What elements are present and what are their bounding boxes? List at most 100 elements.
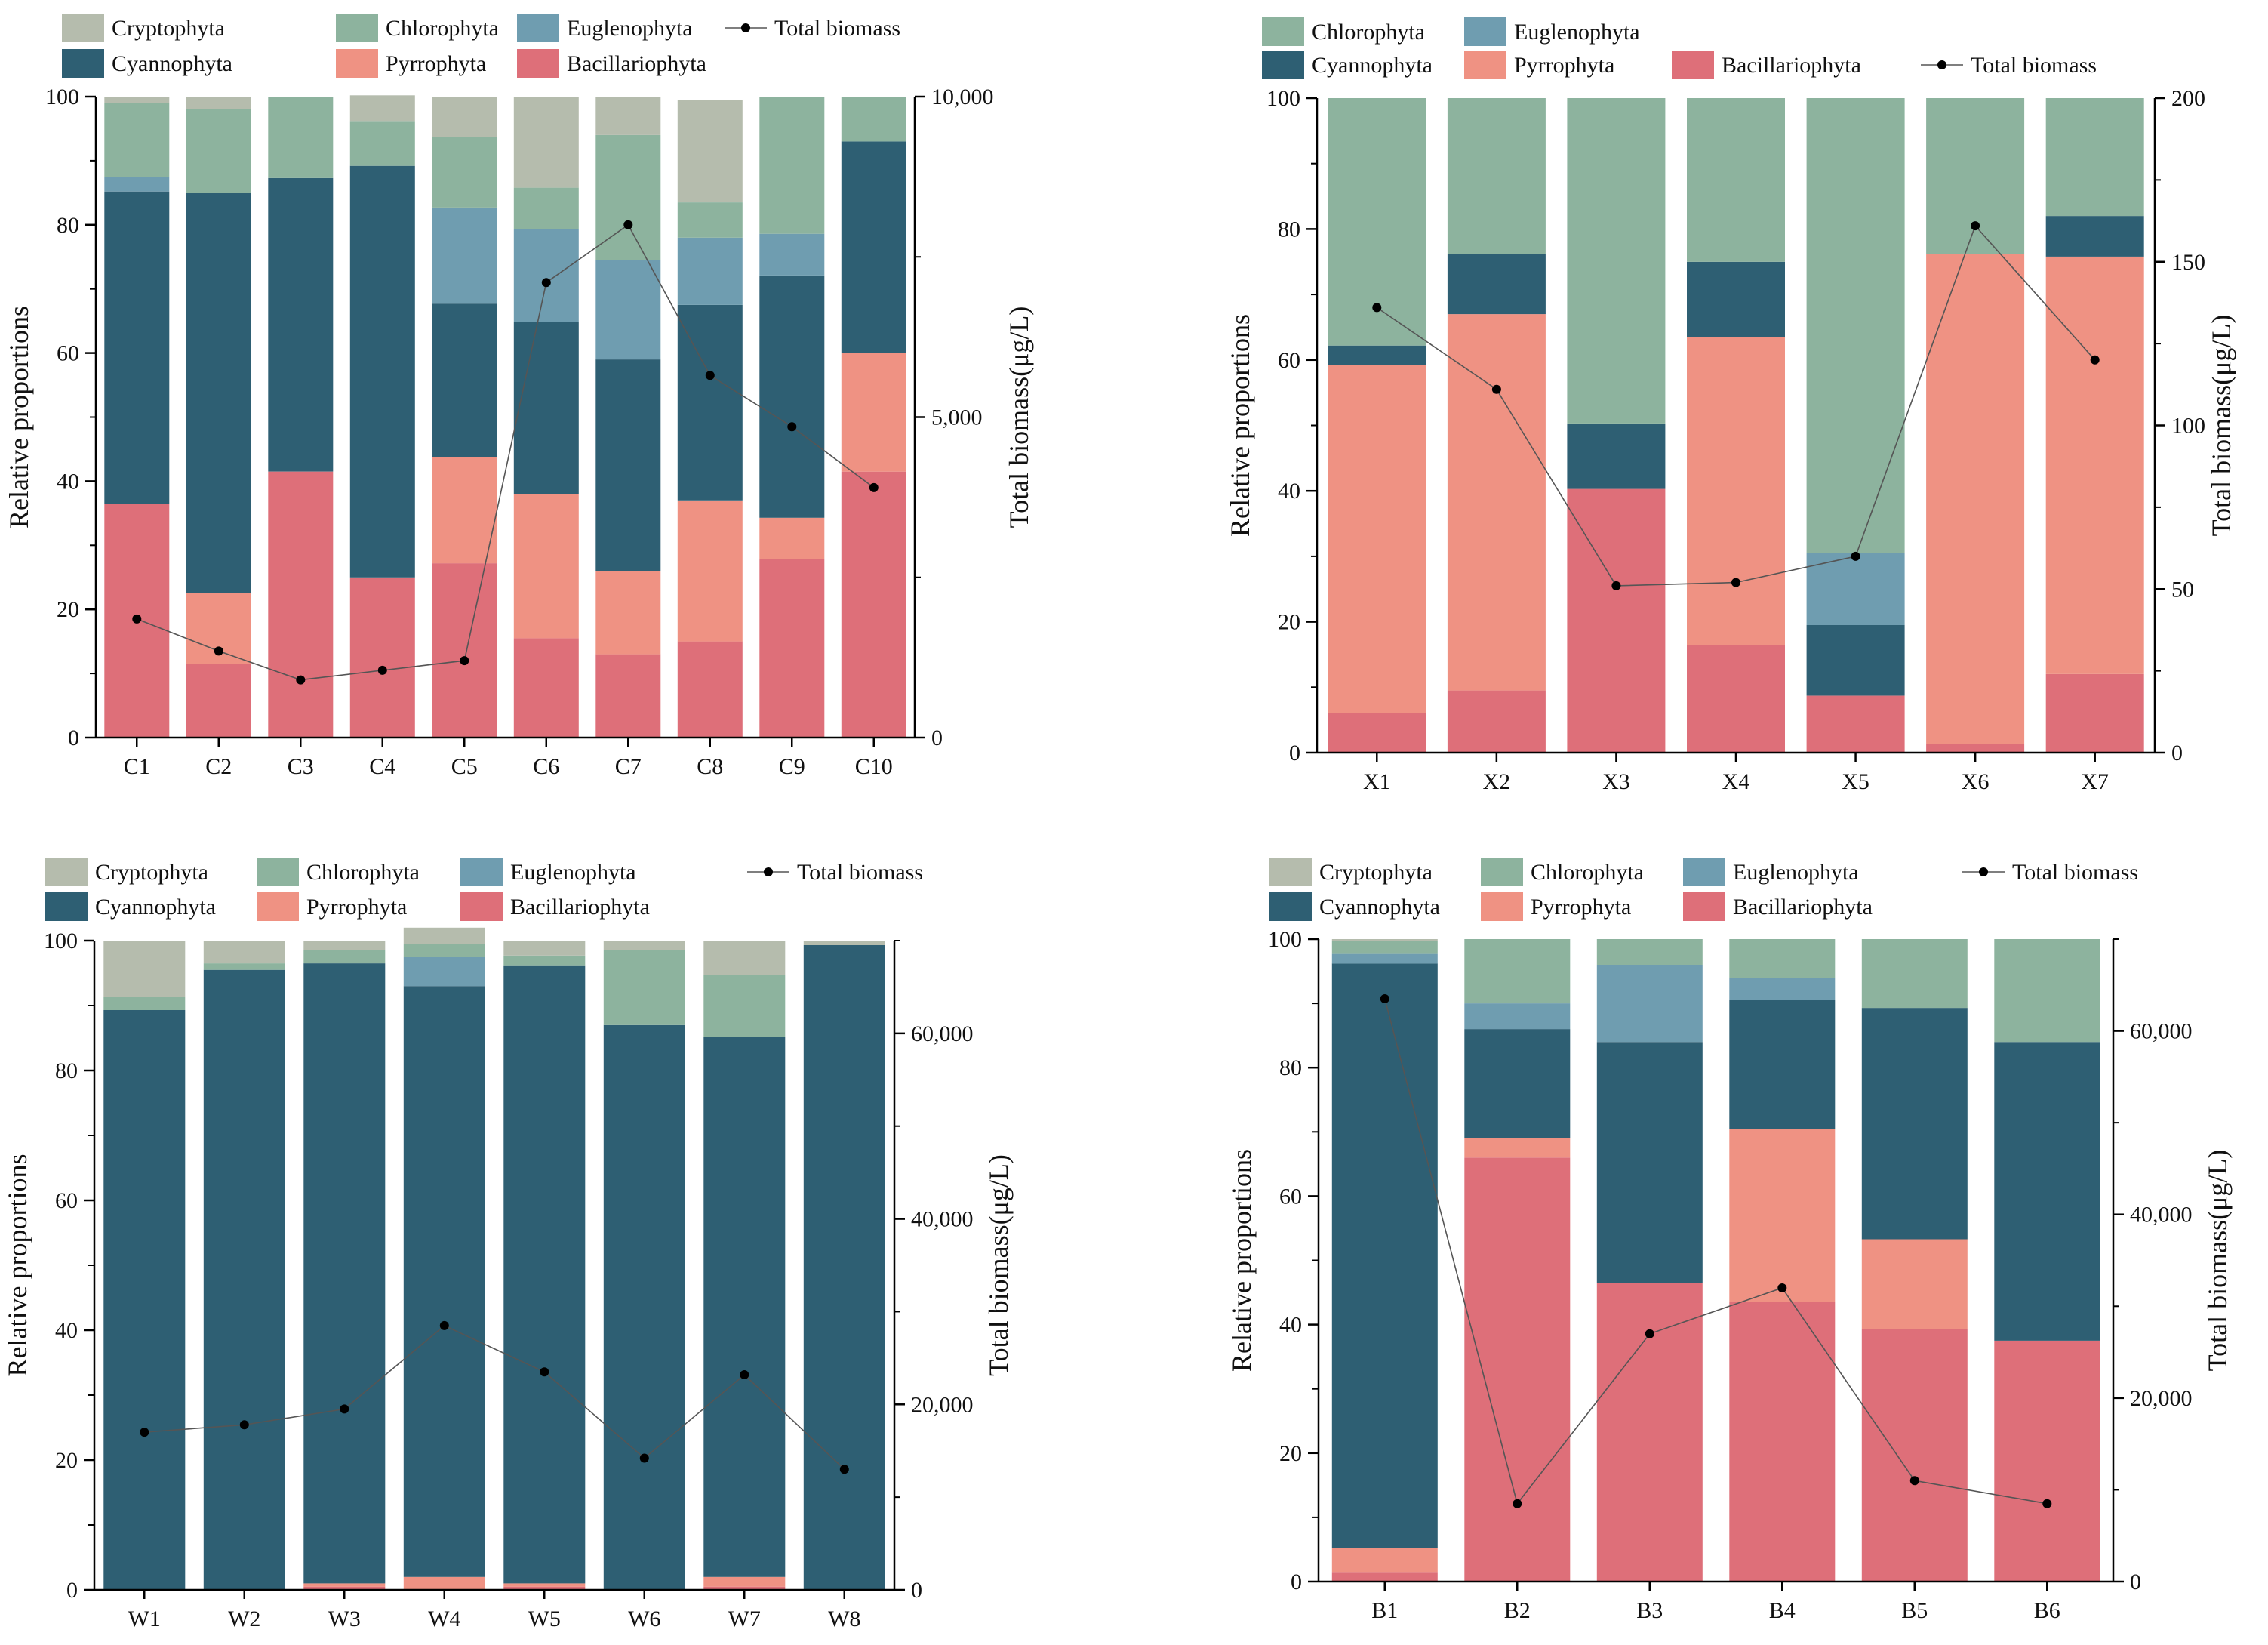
total-biomass-line [137,223,875,681]
left-tick-label: 80 [1278,217,1300,242]
legend-marker-swatch [1979,867,1988,876]
bar-segment-chlorophyta-W4 [403,944,485,957]
bar-segment-euglenophyta-B4 [1729,978,1836,1000]
x-tick-label-B1: B1 [1371,1598,1398,1623]
left-tick-label: 60 [55,1188,78,1213]
bar-segment-cyannophyta-W8 [803,945,885,1590]
bar-segment-cyannophyta-C2 [186,193,251,593]
bar-segment-cyannophyta-C4 [349,165,415,578]
right-tick-label: 40,000 [2130,1203,2193,1228]
legend-marker-swatch [1937,60,1946,69]
legend-swatch-bacillariophyta [517,49,559,78]
bar-segment-pyrrophyta-X2 [1447,314,1546,691]
legend: Cryptophyta Chlorophyta Euglenophyta Total … [45,858,923,921]
right-tick-label: 60,000 [911,1021,974,1046]
bar-segment-cyannophyta-X5 [1806,624,1905,696]
y-axis-title: Relative proportions [4,306,34,528]
bar-segment-euglenophyta-X5 [1806,553,1905,625]
bar-segment-cyannophyta-X1 [1328,345,1426,365]
biomass-point-W4 [439,1320,449,1330]
biomass-point-W5 [540,1367,549,1377]
left-tick-label: 100 [1268,927,1302,952]
bar-segment-chlorophyta-W5 [503,955,586,966]
bar-segment-pyrrophyta-W4 [403,1576,485,1590]
legend-label-bacillariophyta: Bacillariophyta [510,895,650,920]
right-tick-label: 40,000 [911,1207,974,1232]
bar-segment-euglenophyta-C6 [513,229,579,322]
bar-segment-cyannophyta-C3 [268,177,334,472]
x-tick-label-C3: C3 [288,754,314,779]
left-tick-label: 20 [55,1448,78,1473]
bar-segment-cryptophyta-B1 [1331,939,1438,941]
biomass-point-C5 [460,656,469,666]
legend-label-cyannophyta: Cyannophyta [1319,895,1440,920]
right-tick-label: 20,000 [2130,1386,2193,1411]
legend-swatch-pyrrophyta [257,892,299,921]
bar-segment-cryptophyta-C4 [349,95,415,122]
biomass-point-C10 [869,482,879,492]
left-tick-label: 60 [1279,1184,1302,1209]
bar-segment-chlorophyta-W7 [703,975,786,1037]
bar-segment-bacillariophyta-W7 [703,1586,786,1590]
right-tick-label: 5,000 [931,405,983,430]
biomass-point-X5 [1851,551,1860,561]
legend-label-total-biomass: Total biomass [797,860,923,885]
bar-segment-cyannophyta-C9 [759,275,825,518]
bar-segment-chlorophyta-W1 [103,997,186,1010]
left-tick-label: 0 [68,725,79,750]
bar-segment-chlorophyta-C9 [759,97,825,234]
bar-segment-chlorophyta-B1 [1331,941,1438,954]
bar-segment-pyrrophyta-C6 [513,494,579,639]
bar-segment-cryptophyta-W8 [803,941,885,945]
legend-label-cyannophyta: Cyannophyta [112,51,232,76]
x-tick-label-C2: C2 [205,754,232,779]
chart-panel-W: 0 20 40 60 80 100 0 20,000 40,000 60,000 W1 W2 W3 W4 W… [2,858,1014,1631]
x-tick-label-W6: W6 [628,1606,660,1631]
x-tick-label-C10: C10 [855,754,893,779]
bar-segment-pyrrophyta-W7 [703,1576,786,1587]
y2-axis-title: Total biomass(μg/L) [1004,307,1034,528]
legend-swatch-pyrrophyta [1481,892,1523,921]
bar-segment-cyannophyta-B6 [1994,1042,2100,1341]
bar-segment-pyrrophyta-C5 [432,457,497,564]
x-tick-label-B3: B3 [1636,1598,1663,1623]
bar-segment-bacillariophyta-X6 [1926,744,2025,753]
x-tick-label-X6: X6 [1962,769,1990,794]
bar-segment-pyrrophyta-B1 [1331,1548,1438,1573]
bar-segment-chlorophyta-C1 [104,103,170,177]
left-tick-label: 40 [57,469,79,494]
bar-segment-chlorophyta-C10 [841,97,906,142]
legend: Chlorophyta Euglenophyta Cyannophyta Pyrrop… [1262,17,2097,79]
x-tick-label-X3: X3 [1602,769,1630,794]
bar-segment-chlorophyta-X6 [1926,98,2025,254]
biomass-point-W6 [639,1453,649,1463]
right-tick-label: 200 [2171,86,2205,111]
bar-segment-cyannophyta-B2 [1464,1029,1571,1138]
bar-segment-euglenophyta-B2 [1464,1003,1571,1030]
bar-segment-chlorophyta-B6 [1994,939,2100,1043]
bar-segment-cryptophyta-W7 [703,941,786,975]
x-tick-label-C8: C8 [697,754,723,779]
legend-swatch-cyannophyta [62,49,104,78]
bar-segment-bacillariophyta-B2 [1464,1157,1571,1582]
right-tick-label: 10,000 [931,85,994,109]
bar-segment-pyrrophyta-X4 [1687,337,1785,645]
bar-segment-bacillariophyta-C6 [513,638,579,738]
y2-axis-title: Total biomass(μg/L) [2206,315,2236,537]
x-tick-label-X2: X2 [1483,769,1511,794]
bar-segment-cryptophyta-W6 [603,941,685,950]
bar-segment-cryptophyta-C7 [595,97,661,135]
bar-segment-chlorophyta-B2 [1464,939,1571,1004]
biomass-point-C1 [132,614,142,624]
y-axis-title: Relative proportions [2,1154,32,1377]
left-tick-label: 80 [1279,1055,1302,1080]
right-tick-label: 0 [911,1578,922,1603]
bar-segment-bacillariophyta-W5 [503,1586,586,1590]
legend-swatch-cryptophyta [45,858,88,886]
bar-segment-euglenophyta-B1 [1331,953,1438,964]
x-tick-label-C5: C5 [451,754,478,779]
legend-swatch-pyrrophyta [336,49,378,78]
biomass-point-B3 [1645,1329,1654,1338]
x-tick-label-W8: W8 [828,1606,860,1631]
